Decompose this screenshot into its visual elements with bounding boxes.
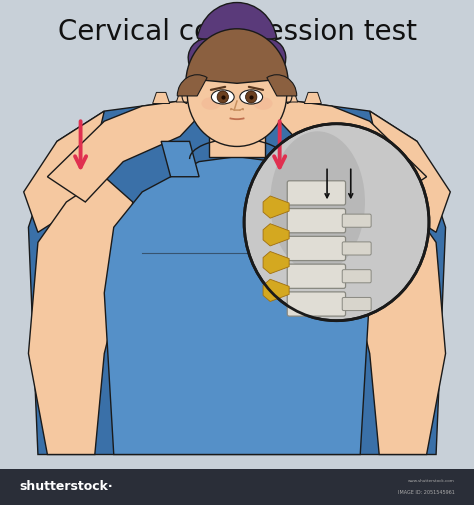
Wedge shape [267,75,297,96]
Circle shape [217,91,228,103]
Polygon shape [233,97,250,109]
Polygon shape [275,141,313,177]
FancyBboxPatch shape [342,270,371,283]
FancyBboxPatch shape [287,264,346,288]
Wedge shape [186,29,288,83]
Ellipse shape [254,97,273,110]
Polygon shape [47,101,209,202]
Polygon shape [263,224,289,246]
Polygon shape [224,97,241,109]
Ellipse shape [240,90,263,104]
FancyBboxPatch shape [287,181,346,205]
Polygon shape [257,93,274,105]
Wedge shape [188,39,210,65]
Polygon shape [24,111,104,232]
Text: shutterstock·: shutterstock· [19,480,113,493]
Circle shape [244,124,429,321]
Polygon shape [263,279,289,301]
Polygon shape [209,121,265,157]
Polygon shape [304,92,321,104]
Text: IMAGE ID: 2051545961: IMAGE ID: 2051545961 [398,490,455,495]
FancyBboxPatch shape [342,214,371,227]
Text: Cervical compression test: Cervical compression test [57,18,417,45]
FancyBboxPatch shape [0,469,474,505]
FancyBboxPatch shape [287,236,346,261]
Ellipse shape [201,97,220,110]
Polygon shape [176,91,193,102]
Circle shape [187,40,287,146]
Polygon shape [281,91,298,102]
Wedge shape [264,39,286,65]
Wedge shape [197,3,277,45]
Polygon shape [341,177,446,454]
FancyBboxPatch shape [287,292,346,316]
Polygon shape [263,251,289,274]
Polygon shape [28,96,446,454]
Ellipse shape [270,131,365,273]
Circle shape [197,10,277,96]
Polygon shape [200,93,217,105]
Polygon shape [263,196,289,218]
Wedge shape [177,75,207,96]
Polygon shape [265,101,427,202]
Polygon shape [153,92,170,104]
Polygon shape [104,157,370,455]
Ellipse shape [211,90,234,104]
FancyBboxPatch shape [342,297,371,311]
FancyBboxPatch shape [342,242,371,255]
FancyBboxPatch shape [287,209,346,233]
Polygon shape [28,177,133,454]
Polygon shape [370,111,450,232]
Circle shape [246,91,257,103]
Polygon shape [161,141,199,177]
Text: www.shutterstock.com: www.shutterstock.com [408,479,455,483]
